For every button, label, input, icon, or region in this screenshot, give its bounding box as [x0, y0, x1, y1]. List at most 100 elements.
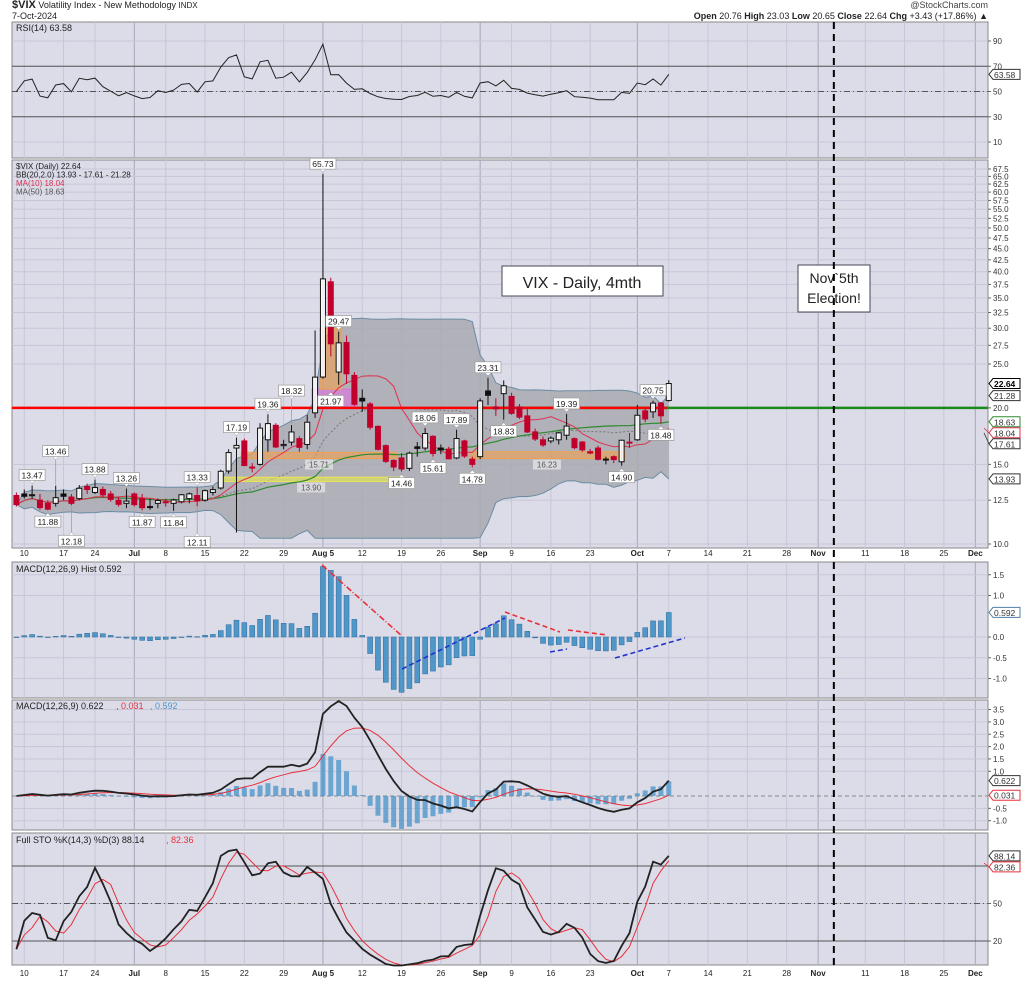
price-label-pointer: [169, 513, 178, 518]
candle: [532, 428, 539, 441]
candle: [516, 403, 523, 419]
candle: [555, 431, 562, 445]
macd-hist-bar: [540, 636, 546, 644]
candle: [162, 498, 169, 507]
macd-panel-hist-bar: [241, 787, 247, 796]
support-band: [468, 451, 626, 460]
macd-hist-bar: [398, 636, 405, 693]
candle-body: [296, 438, 303, 448]
x-tick-label: 22: [240, 549, 249, 558]
candle-body: [351, 374, 358, 405]
annotation-title: VIX - Daily, 4mth: [523, 275, 642, 292]
x-tick-label: Dec: [968, 969, 983, 978]
macd-panel-hist-bar: [226, 788, 232, 796]
macd-hist-bar: [218, 630, 224, 638]
candle: [461, 439, 468, 458]
macd-hist-bar: [343, 595, 350, 638]
y-tick-label-price: 52.5: [993, 214, 1009, 223]
price-label: 13.88: [84, 465, 106, 475]
macd-hist-bar: [37, 635, 43, 638]
candle-body: [186, 493, 193, 500]
y-tick-label-hist: 0.0: [993, 633, 1005, 642]
x-tick-label: 26: [436, 969, 445, 978]
candle: [508, 392, 515, 415]
candle: [540, 436, 547, 447]
candle: [500, 380, 507, 420]
x-tick-label: 11: [861, 549, 870, 558]
x-tick-label: 29: [279, 969, 288, 978]
price-value-tag-box: [988, 473, 1021, 485]
candle: [170, 498, 177, 511]
price-label: 23.31: [477, 363, 499, 373]
candle-body: [610, 456, 617, 461]
candle: [107, 490, 114, 502]
macd-hist-bar: [367, 636, 373, 654]
trend-line: [614, 637, 686, 659]
y-tick-label-price: 42.5: [993, 256, 1009, 265]
macd-hist-bar: [461, 636, 468, 657]
rsi-value-tag: 63.58: [994, 70, 1016, 80]
candle-body: [44, 502, 51, 510]
y-tick-label-price: 27.5: [993, 341, 1009, 350]
close-value: 22.64: [864, 11, 887, 21]
macd-panel-hist-bar: [296, 790, 302, 796]
price-label-pointer: [562, 408, 571, 413]
macd-hist-bar: [477, 636, 483, 640]
y-tick-label-macd: -1.0: [993, 817, 1007, 826]
macd-panel-hist-bar: [532, 796, 538, 797]
trend-line: [567, 629, 608, 636]
macd-panel-hist-bar: [461, 796, 467, 808]
price-value-tag-leader: [983, 432, 990, 444]
bollinger-lower: [16, 471, 670, 539]
price-label-pointer: [500, 422, 508, 426]
y-tick-label-price: 32.5: [993, 309, 1009, 318]
macd-panel-hist-bar: [375, 796, 381, 816]
candle: [233, 437, 240, 533]
price-label-pointer: [452, 424, 461, 429]
macd-hist-bar: [92, 632, 98, 638]
x-tick-label: 7: [667, 969, 672, 978]
macd-panel-hist-bar: [76, 794, 82, 796]
macd-hist-bar: [438, 636, 444, 668]
macd-hist-tag-box: [988, 606, 1021, 618]
macd-hist-bar: [147, 636, 153, 641]
macd-hist-bar: [304, 626, 310, 638]
macd-hist-bar: [45, 636, 51, 638]
candle: [571, 437, 578, 450]
macd-hist-bar: [571, 636, 578, 646]
price-label: 12.18: [61, 536, 83, 546]
candle: [304, 414, 311, 450]
candle-body: [107, 493, 114, 500]
candle: [618, 439, 625, 466]
candle-body: [139, 498, 146, 509]
ma10-legend: MA(10) 18.04: [16, 179, 65, 188]
price-value-tag: 18.04: [994, 428, 1016, 438]
candle-body: [68, 496, 75, 504]
band-label-bg: [305, 459, 334, 470]
candle-body: [60, 493, 67, 497]
macd-panel-hist-bar: [194, 795, 200, 797]
macd-hist-bar: [548, 636, 554, 646]
candle: [367, 402, 374, 430]
symbol-name: Volatility Index - New Methodology: [38, 0, 176, 10]
macd-hist-bar: [186, 635, 193, 638]
macd-hist-bar: [13, 636, 20, 638]
macd-hist-bar: [84, 632, 90, 638]
candle: [422, 427, 429, 451]
y-tick-label-price: 62.5: [993, 180, 1009, 189]
candle: [524, 407, 531, 433]
candle: [60, 489, 67, 501]
x-tick-label: 18: [900, 549, 909, 558]
candle-body: [202, 490, 209, 501]
macd-hist-bar: [634, 632, 641, 638]
macd-panel-hist-bar: [233, 785, 239, 796]
macd-hist-bar: [658, 620, 664, 638]
y-tick-label-price: 10.0: [993, 540, 1009, 549]
candle-body: [445, 448, 452, 460]
open-label: Open: [693, 11, 717, 21]
close-label: Close: [837, 11, 862, 21]
candle: [194, 487, 201, 507]
trend-line: [504, 611, 561, 633]
candle-body: [657, 402, 664, 417]
candle-body: [249, 466, 256, 469]
